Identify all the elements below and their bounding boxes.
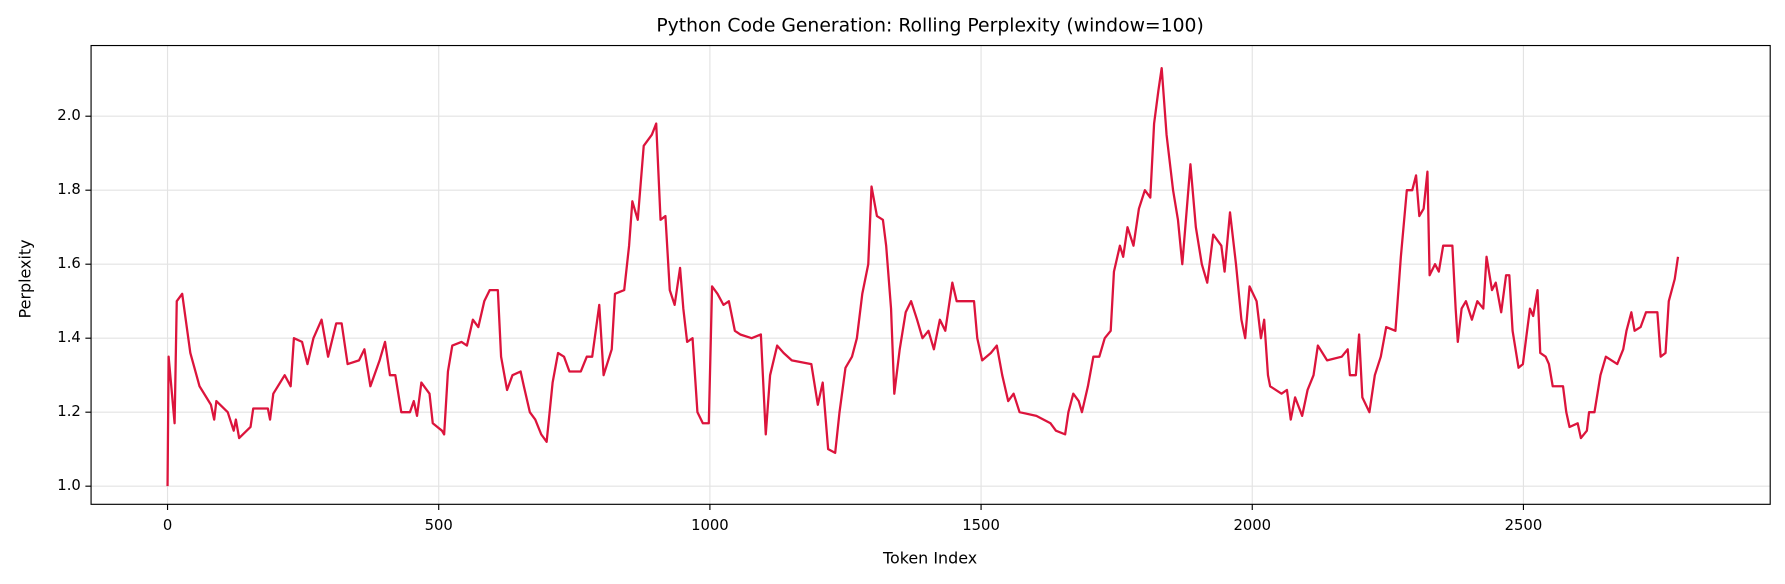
y-tick-label: 1.8 — [57, 181, 81, 198]
x-axis-label: Token Index — [882, 548, 977, 567]
x-tick-label: 500 — [425, 517, 453, 534]
y-tick-label: 1.6 — [57, 255, 81, 272]
y-tick-label: 2.0 — [57, 107, 81, 124]
x-tick-label: 1000 — [691, 517, 729, 534]
y-tick-label: 1.2 — [57, 403, 81, 420]
chart-title: Python Code Generation: Rolling Perplexi… — [656, 16, 1203, 37]
x-tick-label: 2500 — [1505, 517, 1543, 534]
plot-area — [166, 66, 1680, 487]
y-tick-label: 1.0 — [57, 477, 81, 494]
data-line — [166, 66, 1680, 487]
x-tick-label: 0 — [163, 517, 172, 534]
x-tick-label: 2000 — [1233, 517, 1271, 534]
y-tick-label: 1.4 — [57, 329, 81, 346]
axes-frame — [90, 44, 1771, 505]
grid — [91, 45, 1771, 505]
x-tick-label: 1500 — [962, 517, 1000, 534]
y-axis-label: Perplexity — [16, 239, 35, 318]
